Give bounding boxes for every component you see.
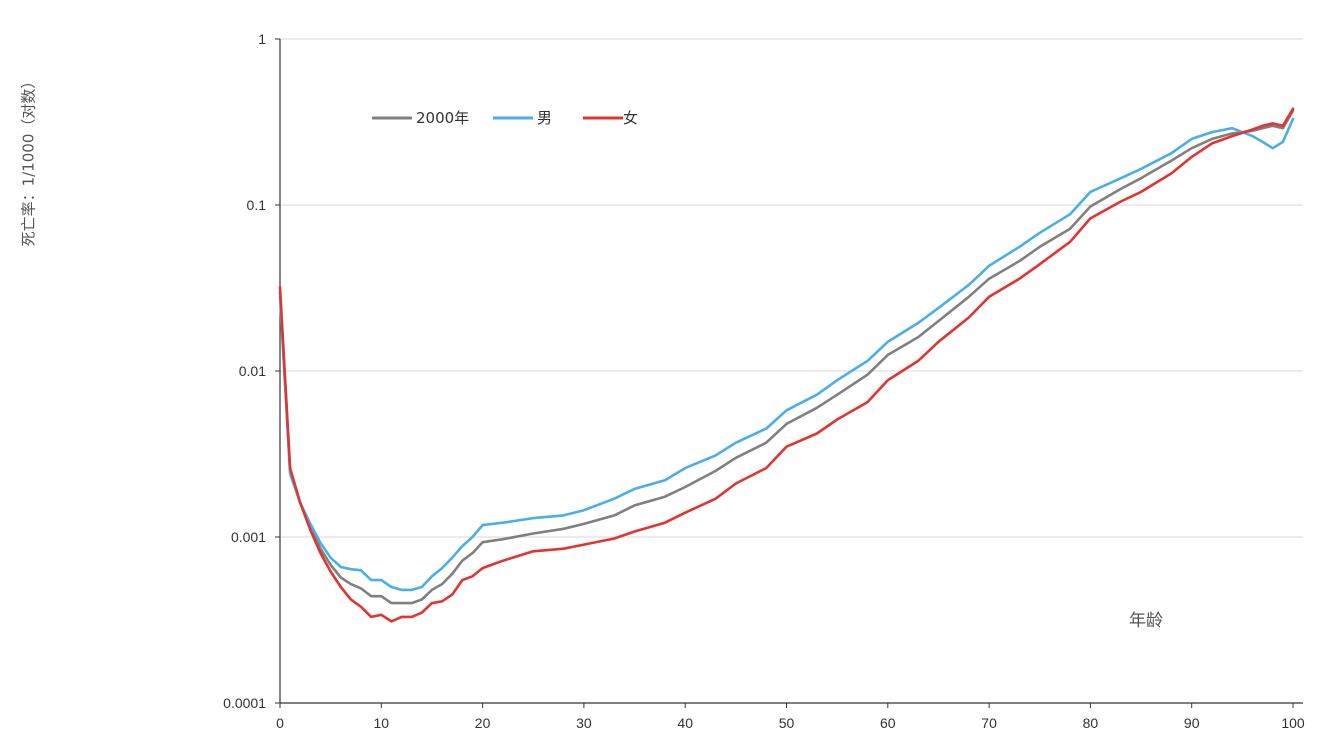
gridlines <box>280 38 1303 538</box>
legend: 2000年 男 女 <box>372 109 638 127</box>
y-tick-label: 0.01 <box>239 363 266 379</box>
x-tick-label: 70 <box>981 715 997 731</box>
series-line-0 <box>278 109 1295 605</box>
x-tick-label: 80 <box>1083 715 1099 731</box>
y-tick-label: 1 <box>258 31 266 47</box>
legend-label: 女 <box>623 109 638 127</box>
x-tick-label: 60 <box>880 715 896 731</box>
x-tick-label: 40 <box>677 715 693 731</box>
x-axis-title: 年龄 <box>1129 611 1163 631</box>
series-line-1 <box>278 117 1295 592</box>
x-tick-label: 90 <box>1184 715 1200 731</box>
series-lines <box>278 107 1295 623</box>
legend-label: 男 <box>537 109 552 127</box>
y-axis-title: 死亡率：1/1000（对数） <box>20 74 38 247</box>
x-tick-label: 0 <box>276 715 284 731</box>
y-tick-label: 0.1 <box>247 197 267 213</box>
y-tick-label: 0.0001 <box>223 695 266 711</box>
series-line-2 <box>278 107 1295 623</box>
x-tick-label: 10 <box>374 715 390 731</box>
x-tick-label: 100 <box>1281 715 1305 731</box>
x-tick-label: 20 <box>475 715 491 731</box>
legend-label: 2000年 <box>416 109 469 127</box>
axes: 1 0.1 0.01 0.001 0.0001 0 10 20 30 40 50 60 70 80 90 10… <box>223 31 1305 731</box>
x-tick-label: 30 <box>576 715 592 731</box>
x-tick-label: 50 <box>779 715 795 731</box>
y-tick-label: 0.001 <box>231 529 266 545</box>
